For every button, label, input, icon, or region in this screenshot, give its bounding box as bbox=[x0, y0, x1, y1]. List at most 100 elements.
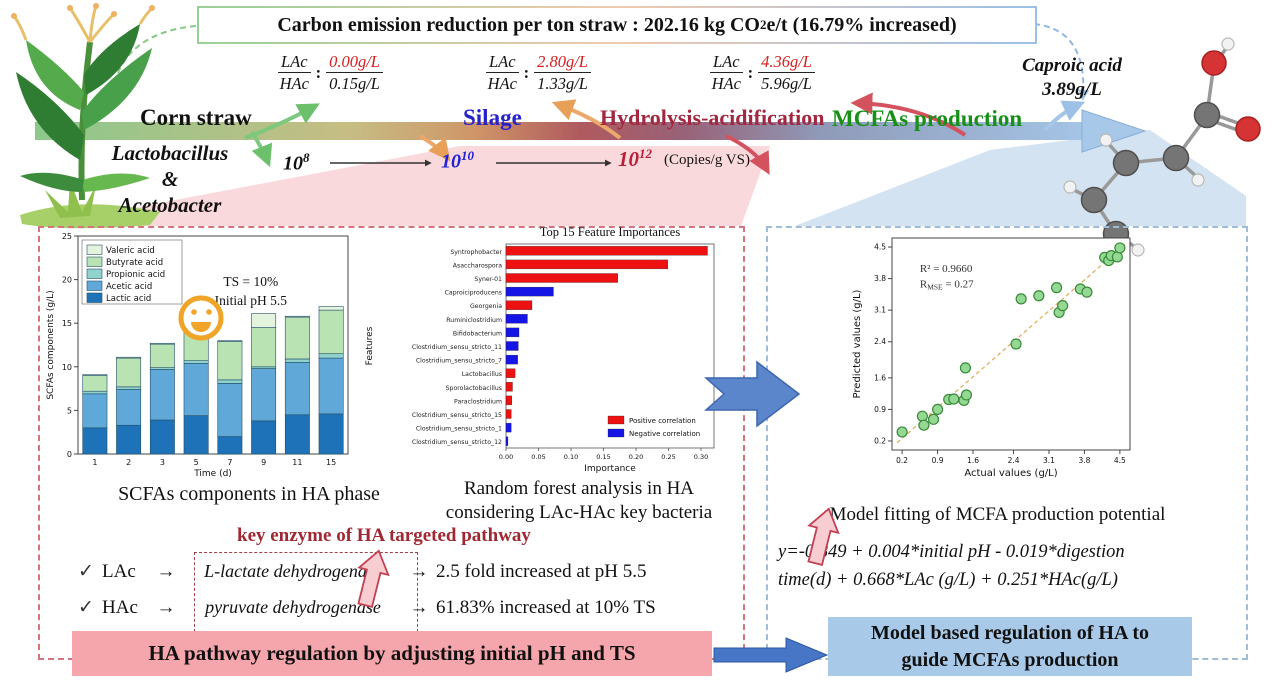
arrow-icon: → bbox=[156, 596, 176, 618]
svg-text:2.4: 2.4 bbox=[1008, 456, 1020, 465]
enzyme-row-hac: ✓ HAc → pyruvate dehydrogenase → 61.83% … bbox=[78, 596, 738, 619]
caproic-acid-molecule bbox=[1063, 37, 1261, 259]
banner-text: Carbon emission reduction per ton straw … bbox=[277, 13, 760, 36]
svg-text:Paraclostridium: Paraclostridium bbox=[454, 398, 502, 405]
svg-text:Lactic acid: Lactic acid bbox=[106, 294, 151, 304]
ratio-bottom-label: HAc bbox=[487, 74, 517, 93]
svg-text:15: 15 bbox=[326, 458, 336, 467]
svg-text:0.15: 0.15 bbox=[596, 453, 610, 461]
acid-label: HAc bbox=[102, 596, 138, 618]
copy-count-3: 1012 bbox=[618, 146, 652, 171]
svg-text:Sporolactobacillus: Sporolactobacillus bbox=[446, 385, 502, 392]
acid-label: LAc bbox=[102, 560, 136, 582]
svg-text:4.5: 4.5 bbox=[1114, 456, 1126, 465]
svg-text:0.20: 0.20 bbox=[629, 453, 643, 461]
svg-text:0.9: 0.9 bbox=[874, 405, 886, 414]
svg-text:Asaccharospora: Asaccharospora bbox=[453, 262, 502, 269]
svg-text:Clostridium_sensu_stricto_11: Clostridium_sensu_stricto_11 bbox=[412, 344, 502, 351]
banner-dashed-curve-right bbox=[1033, 23, 1090, 101]
copy-count-unit: (Copies/g VS) bbox=[664, 152, 750, 168]
svg-text:Syner-01: Syner-01 bbox=[474, 276, 502, 283]
svg-text:RMSE = 0.27: RMSE = 0.27 bbox=[920, 279, 974, 292]
stage-mcfa-production: MCFAs production bbox=[832, 106, 1023, 131]
ratio-bottom-value: 5.96g/L bbox=[761, 74, 812, 93]
inoculum-microbes: Lactobacillus & Acetobacter bbox=[70, 140, 270, 218]
ratio-top-value: 2.80g/L bbox=[534, 52, 591, 73]
feature-importance-chart: Top 15 Feature Importances Syntrophobacte… bbox=[365, 225, 715, 474]
product-unit: g/L bbox=[1075, 79, 1102, 100]
product-caproic-acid: Caproic acid 3.89g/L bbox=[1002, 54, 1142, 102]
svg-text:SCFAs components (g/L): SCFAs components (g/L) bbox=[46, 290, 56, 399]
ratio-top-value: 0.00g/L bbox=[326, 52, 383, 73]
copy-count-2: 1010 bbox=[441, 148, 474, 173]
caption-random-forest: Random forest analysis in HA considering… bbox=[445, 478, 713, 523]
copy-count-1: 108 bbox=[283, 150, 310, 175]
svg-text:R² = 0.9660: R² = 0.9660 bbox=[920, 263, 973, 275]
svg-text:15: 15 bbox=[62, 319, 72, 328]
svg-text:3.8: 3.8 bbox=[874, 274, 886, 283]
carbon-emission-banner: Carbon emission reduction per ton straw … bbox=[197, 6, 1037, 44]
stage-corn-straw: Corn straw bbox=[140, 105, 252, 130]
svg-text:2.4: 2.4 bbox=[874, 337, 886, 346]
svg-text:Actual values (g/L): Actual values (g/L) bbox=[964, 468, 1057, 479]
svg-text:Bifidobacterium: Bifidobacterium bbox=[453, 330, 502, 337]
check-icon: ✓ bbox=[78, 597, 94, 618]
svg-text:Ruminiclostridium: Ruminiclostridium bbox=[446, 317, 502, 324]
svg-text:Clostridium_sensu_stricto_7: Clostridium_sensu_stricto_7 bbox=[416, 358, 502, 365]
product-value: 3.89 bbox=[1042, 79, 1076, 100]
caption-scfa-chart: SCFAs components in HA phase bbox=[118, 483, 380, 505]
enzyme-name: pyruvate dehydrogenase bbox=[205, 597, 381, 617]
model-regulation-banner: Model based regulation of HA to guide MC… bbox=[828, 617, 1192, 676]
enzyme-result: 61.83% increased at 10% TS bbox=[436, 596, 656, 618]
scfa-stacked-bar-chart: 0 5 10 15 20 25 1 2 3 5 7 9 11 15 Time (d) SCFAs compon… bbox=[46, 232, 349, 479]
svg-text:0.05: 0.05 bbox=[531, 453, 545, 461]
svg-text:5: 5 bbox=[67, 406, 72, 415]
ratio-silage-end: LAc HAc : 2.80g/L 1.33g/L bbox=[486, 52, 591, 93]
microbe-acetobacter: Acetobacter bbox=[118, 193, 222, 217]
svg-text:Acetic acid: Acetic acid bbox=[106, 282, 152, 292]
ratio-top-label: LAc bbox=[710, 52, 743, 73]
svg-text:3.1: 3.1 bbox=[1043, 456, 1055, 465]
svg-text:Propionic acid: Propionic acid bbox=[106, 270, 165, 280]
svg-text:Georgenia: Georgenia bbox=[470, 303, 502, 310]
svg-text:Clostridium_sensu_stricto_1: Clostridium_sensu_stricto_1 bbox=[416, 426, 502, 433]
svg-text:1: 1 bbox=[92, 458, 97, 467]
svg-text:0.10: 0.10 bbox=[564, 453, 578, 461]
svg-text:Time (d): Time (d) bbox=[193, 469, 232, 479]
curve-down-green bbox=[250, 130, 273, 168]
check-icon: ✓ bbox=[78, 561, 94, 582]
product-name: Caproic acid bbox=[1022, 55, 1122, 76]
microbe-ampersand: & bbox=[161, 167, 179, 191]
svg-text:Initial pH 5.5: Initial pH 5.5 bbox=[215, 293, 288, 308]
svg-text:Lactobacillus: Lactobacillus bbox=[462, 371, 502, 378]
svg-text:1.6: 1.6 bbox=[967, 456, 979, 465]
caption-model-fitting: Model fitting of MCFA production potenti… bbox=[829, 504, 1166, 525]
svg-text:Clostridium_sensu_stricto_12: Clostridium_sensu_stricto_12 bbox=[412, 439, 502, 446]
model-equation: y=-0.849 + 0.004*initial pH - 0.019*dige… bbox=[778, 542, 1125, 590]
svg-text:3.1: 3.1 bbox=[874, 306, 886, 315]
stage-hydrolysis-acidification: Hydrolysis-acidification bbox=[600, 105, 825, 130]
model-fit-scatter-chart: 0.2 0.9 1.6 2.4 3.1 3.8 4.5 0.2 0.9 1.6 2.4 3.1 3.8 4… bbox=[852, 237, 1131, 479]
ha-regulation-banner: HA pathway regulation by adjusting initi… bbox=[72, 631, 712, 676]
arrow-icon: → bbox=[409, 596, 429, 618]
curve-up-orange bbox=[551, 99, 622, 140]
svg-text:Predicted values (g/L): Predicted values (g/L) bbox=[852, 289, 863, 398]
ratio-bottom-label: HAc bbox=[279, 74, 309, 93]
svg-text:Syntrophobacter: Syntrophobacter bbox=[450, 249, 502, 256]
enzyme-name: L-lactate dehydrogenase bbox=[204, 561, 382, 581]
ratio-bottom-label: HAc bbox=[711, 74, 741, 93]
ratio-top-label: LAc bbox=[486, 52, 519, 73]
curve-down-red bbox=[725, 134, 770, 175]
ratio-ha-phase: LAc HAc : 4.36g/L 5.96g/L bbox=[710, 52, 815, 93]
arrow-icon: → bbox=[409, 560, 429, 582]
svg-text:0.30: 0.30 bbox=[694, 453, 708, 461]
enzyme-result: 2.5 fold increased at pH 5.5 bbox=[436, 560, 647, 582]
curve-up-green bbox=[244, 103, 320, 140]
svg-text:Features: Features bbox=[365, 326, 375, 365]
svg-text:3.8: 3.8 bbox=[1078, 456, 1090, 465]
svg-text:TS = 10%: TS = 10% bbox=[223, 274, 278, 289]
ratio-top-value: 4.36g/L bbox=[758, 52, 815, 73]
ratio-bottom-value: 1.33g/L bbox=[537, 74, 588, 93]
ratio-bottom-value: 0.15g/L bbox=[329, 74, 380, 93]
ha-zoom-wedge bbox=[40, 146, 770, 226]
